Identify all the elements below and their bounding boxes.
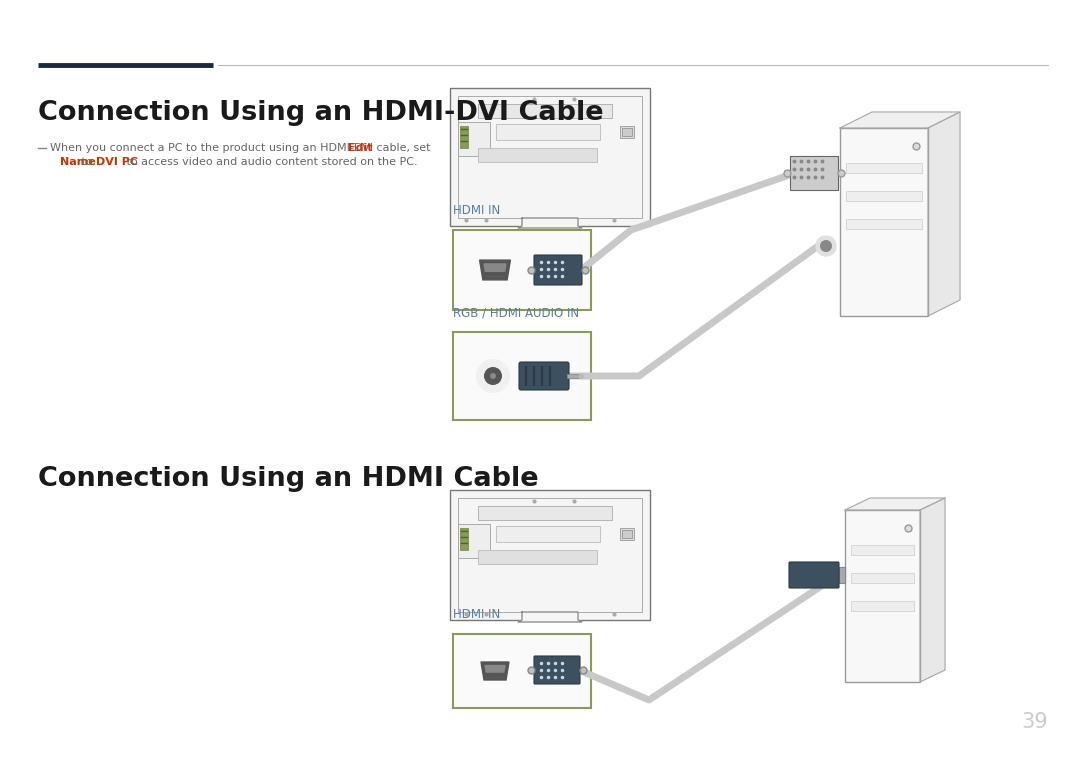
FancyBboxPatch shape <box>453 332 591 420</box>
FancyBboxPatch shape <box>458 122 490 156</box>
Circle shape <box>484 367 502 385</box>
FancyBboxPatch shape <box>534 255 582 285</box>
Polygon shape <box>840 112 960 128</box>
FancyBboxPatch shape <box>534 656 580 684</box>
Text: DVI PC: DVI PC <box>96 157 138 167</box>
Polygon shape <box>518 218 582 228</box>
Text: 39: 39 <box>1022 712 1048 732</box>
Text: HDMI IN: HDMI IN <box>453 608 500 621</box>
Text: When you connect a PC to the product using an HDMI-DVI cable, set: When you connect a PC to the product usi… <box>50 143 434 153</box>
FancyBboxPatch shape <box>851 573 914 583</box>
FancyBboxPatch shape <box>851 601 914 611</box>
Text: RGB / HDMI AUDIO IN: RGB / HDMI AUDIO IN <box>453 306 579 319</box>
Polygon shape <box>845 498 945 510</box>
Text: Connection Using an HDMI Cable: Connection Using an HDMI Cable <box>38 466 539 492</box>
Polygon shape <box>481 662 509 680</box>
FancyBboxPatch shape <box>478 550 597 564</box>
FancyBboxPatch shape <box>846 191 922 201</box>
FancyBboxPatch shape <box>519 362 569 390</box>
FancyBboxPatch shape <box>453 634 591 708</box>
Polygon shape <box>518 612 582 622</box>
Polygon shape <box>480 260 511 280</box>
FancyBboxPatch shape <box>460 126 468 148</box>
FancyBboxPatch shape <box>845 510 920 682</box>
FancyBboxPatch shape <box>496 124 600 140</box>
FancyBboxPatch shape <box>840 128 928 316</box>
FancyBboxPatch shape <box>567 374 579 378</box>
Polygon shape <box>485 665 505 677</box>
FancyBboxPatch shape <box>620 528 634 540</box>
FancyBboxPatch shape <box>450 88 650 226</box>
FancyBboxPatch shape <box>620 126 634 138</box>
FancyBboxPatch shape <box>496 526 600 542</box>
FancyBboxPatch shape <box>789 156 838 190</box>
Text: Name: Name <box>60 157 96 167</box>
Circle shape <box>816 236 836 256</box>
FancyBboxPatch shape <box>458 524 490 558</box>
FancyBboxPatch shape <box>851 545 914 555</box>
Text: Edit: Edit <box>349 143 373 153</box>
Text: to access video and audio content stored on the PC.: to access video and audio content stored… <box>123 157 418 167</box>
Polygon shape <box>920 498 945 682</box>
FancyBboxPatch shape <box>622 530 632 538</box>
Circle shape <box>820 240 832 252</box>
Polygon shape <box>484 272 507 276</box>
FancyBboxPatch shape <box>460 528 468 550</box>
Circle shape <box>490 373 496 379</box>
FancyBboxPatch shape <box>789 562 839 588</box>
Text: Connection Using an HDMI-DVI Cable: Connection Using an HDMI-DVI Cable <box>38 100 604 126</box>
FancyBboxPatch shape <box>453 230 591 310</box>
Text: to: to <box>78 157 96 167</box>
FancyBboxPatch shape <box>478 506 612 520</box>
FancyBboxPatch shape <box>846 163 922 173</box>
FancyBboxPatch shape <box>622 128 632 136</box>
FancyBboxPatch shape <box>450 490 650 620</box>
FancyBboxPatch shape <box>458 498 642 612</box>
Polygon shape <box>928 112 960 316</box>
FancyBboxPatch shape <box>478 104 612 118</box>
Polygon shape <box>485 674 505 677</box>
Polygon shape <box>484 264 507 276</box>
FancyBboxPatch shape <box>478 148 597 162</box>
Circle shape <box>477 360 509 392</box>
FancyBboxPatch shape <box>458 96 642 218</box>
FancyBboxPatch shape <box>846 219 922 229</box>
Text: HDMI IN: HDMI IN <box>453 204 500 217</box>
FancyBboxPatch shape <box>839 567 845 583</box>
